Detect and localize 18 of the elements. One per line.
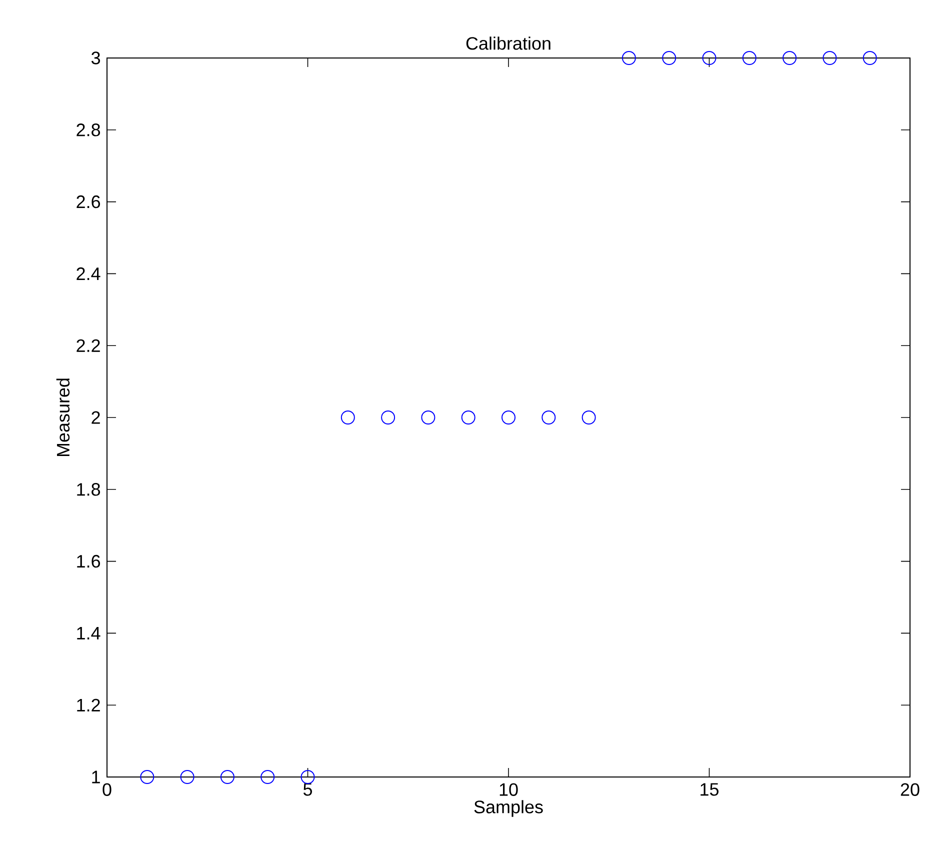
y-tick-label: 2.2	[76, 339, 100, 352]
chart-title: Calibration	[466, 36, 550, 50]
y-tick-label: 1.8	[77, 483, 100, 496]
y-tick-label: 1.6	[77, 554, 100, 568]
x-tick-label: 15	[700, 783, 719, 796]
y-tick-label: 2.4	[76, 267, 100, 280]
x-tick-label: 10	[500, 783, 518, 796]
y-tick-label: 1.4	[77, 627, 100, 640]
y-axis-title: Measured	[56, 378, 70, 456]
y-tick-label: 3	[91, 52, 100, 64]
y-tick-label: 2.8	[76, 124, 100, 136]
y-tick-label: 1	[92, 770, 100, 784]
y-tick-label: 2.6	[76, 195, 100, 208]
y-tick-label: 1.2	[77, 698, 100, 712]
x-axis-title: Samples	[474, 800, 543, 817]
y-tick-label: 2	[92, 411, 100, 424]
x-tick-label: 20	[900, 783, 920, 796]
x-tick-label: 0	[102, 783, 112, 796]
